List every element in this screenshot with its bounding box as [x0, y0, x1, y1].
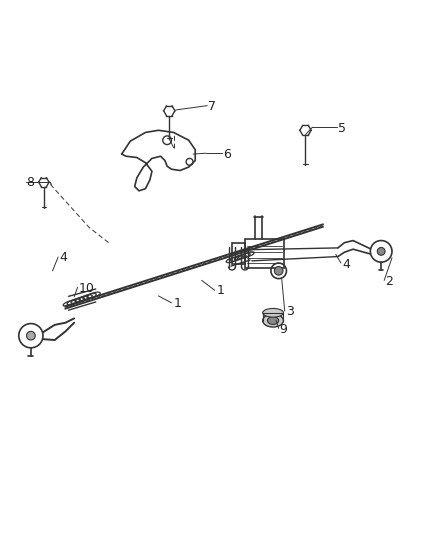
Text: 1: 1	[173, 297, 181, 310]
Text: 8: 8	[27, 176, 35, 189]
Circle shape	[186, 158, 193, 165]
Text: 7: 7	[208, 100, 216, 113]
Circle shape	[163, 136, 171, 144]
Ellipse shape	[263, 309, 283, 317]
Text: 10: 10	[78, 281, 94, 295]
Ellipse shape	[268, 317, 279, 325]
Circle shape	[27, 332, 35, 340]
Text: 3: 3	[286, 305, 294, 318]
Text: 1: 1	[217, 284, 225, 297]
Text: 6: 6	[223, 148, 231, 160]
Text: 9: 9	[279, 322, 287, 336]
Circle shape	[274, 266, 283, 275]
Text: 5: 5	[338, 122, 346, 135]
Ellipse shape	[263, 314, 283, 327]
Text: 4: 4	[342, 258, 350, 271]
Text: 4: 4	[59, 252, 67, 264]
Text: 2: 2	[385, 275, 393, 288]
Circle shape	[377, 247, 385, 255]
